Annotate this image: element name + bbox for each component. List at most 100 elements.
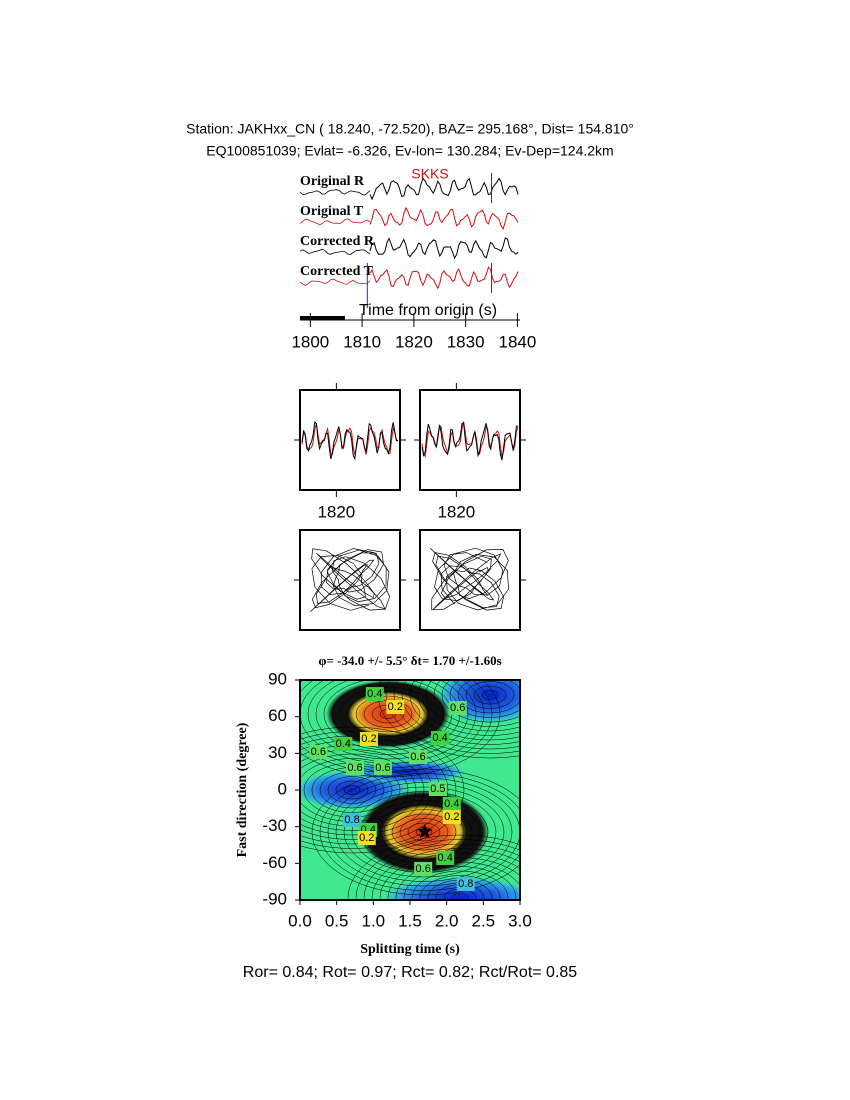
contour-label-bg [414,861,433,876]
contour-label: 0.6 [450,702,465,714]
y-tick-label: 90 [268,669,287,688]
x-tick-label: 1810 [343,332,381,351]
contour-line [335,780,369,800]
contour-label-bg [309,744,328,759]
y-tick-label: 30 [268,743,287,762]
contour-label: 0.4 [432,732,447,744]
contour-line [409,680,520,741]
contour-line [391,813,457,851]
contour-label-bg [346,761,364,775]
x-tick-label: 1.5 [398,911,422,930]
contour-label: 0.2 [359,832,374,844]
contour-label-bg [428,782,447,797]
contour-line [335,782,513,882]
trace-pre [299,278,371,286]
trace-label: Original T [300,204,364,219]
contour-line [371,848,520,900]
contour-label-bg [409,750,428,764]
particle-frame [419,529,521,631]
contour-line [417,680,520,736]
window-trace [301,420,399,461]
contour-label: 0.2 [361,733,376,745]
contour-label: 0.8 [458,878,473,890]
x-axis-label: Splitting time (s) [360,942,460,957]
contour-label-bg [386,700,405,715]
trace [369,237,519,260]
contour-line [425,680,520,732]
contour-line [327,776,377,804]
x-tick-label: 1820 [317,502,355,521]
contour-line [401,680,520,745]
contour-line [347,834,520,900]
y-tick-label: -60 [262,853,287,872]
contour-line [319,773,520,891]
contour-line [395,861,520,900]
trace [369,206,519,230]
contour-label: 0.2 [444,811,459,823]
contour-label: 0.5 [430,783,445,795]
y-tick-label: 0 [278,779,287,798]
window-trace [421,422,519,461]
contour-line [465,681,515,709]
y-tick-label: -30 [262,816,287,835]
footer: Ror= 0.84; Rot= 0.97; Rct= 0.82; Rct/Rot… [243,964,578,981]
x-axis-label: Time from origin (s) [359,302,497,319]
x-tick-label: 1840 [498,332,536,351]
trace-label: Corrected T [300,264,374,279]
contour-label-bg [343,812,362,827]
particle-frame [299,529,401,631]
trace [369,177,519,201]
x-tick-label: 3.0 [508,911,532,930]
trace [369,266,519,290]
trace-label: Original R [300,174,365,189]
x-tick-label: 1.0 [362,911,386,930]
contour-line [379,852,520,900]
contour-label: 0.6 [416,863,431,875]
contour-line [355,695,421,733]
contour-label: 0.6 [410,751,425,763]
contour-line [300,731,457,849]
particle-motion [429,547,509,611]
contour-line [355,839,520,900]
header-line: EQ100851039; Evlat= -6.326, Ev-lon= 130.… [206,143,613,159]
contour-line [411,870,509,900]
contour-label: 0.4 [444,798,459,810]
contour-label-bg [442,810,461,825]
contour-line [300,735,449,845]
contour-label-bg [357,831,376,846]
contour-line [449,680,520,718]
contour-label-bg [431,731,450,746]
contour-line [327,777,520,887]
x-tick-label: 0.5 [325,911,349,930]
contour-line [385,680,520,754]
contour-line [393,680,520,750]
contour-line [451,893,469,900]
contour-label: 0.6 [311,746,326,758]
contour-line [300,726,465,854]
contour-line [481,690,499,700]
y-tick-label: -90 [262,889,287,908]
y-axis-label: Fast direction (degree) [235,722,250,857]
x-tick-label: 1800 [291,332,329,351]
contour-line [433,680,520,727]
trace-pre [299,248,371,256]
contour-line [363,843,520,900]
contour-line [473,685,507,705]
best-fit-star [417,823,433,838]
window-frame [299,389,401,491]
contour-line [383,809,465,855]
contour-line [347,691,429,737]
contour-label-bg [448,700,467,715]
x-tick-label: 2.5 [472,911,496,930]
contour-line [441,680,520,723]
window-trace [421,421,519,458]
contour-line [339,686,437,742]
contour-label-bg [365,687,384,702]
contour-label: 0.6 [347,762,362,774]
contour-label-bg [373,761,392,775]
contour-label: 0.4 [438,852,453,864]
contour-label: 0.6 [375,762,390,774]
contour-line [403,866,517,900]
contour-label: 0.2 [388,701,403,713]
